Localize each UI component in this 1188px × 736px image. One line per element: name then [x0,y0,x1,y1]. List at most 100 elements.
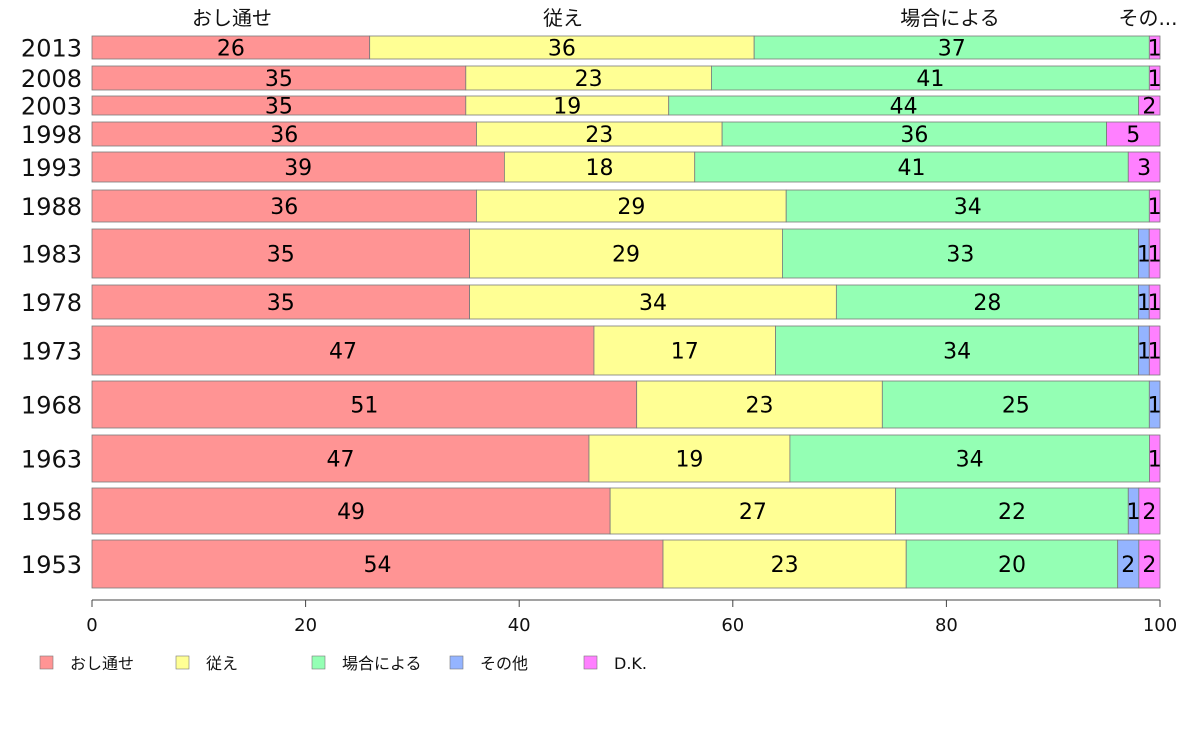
data-label-1983-4: 1 [1148,243,1162,268]
bar-segment-1988-0 [91,189,477,223]
year-label-1953: 1953 [21,551,82,579]
data-label-2008-1: 23 [575,67,603,92]
data-label-2008-4: 1 [1148,67,1162,92]
data-label-1973-0: 47 [329,340,357,365]
data-label-1968-2: 25 [1002,394,1030,419]
header-label-shitagae: 従え [543,6,583,30]
data-label-1958-4: 2 [1142,500,1156,525]
bar-segment-1963-2 [789,434,1150,483]
data-label-1993-2: 41 [898,156,926,181]
year-label-1968: 1968 [21,392,82,420]
bar-segment-1973-1 [593,325,776,376]
bar-segment-1973-4 [1148,325,1161,376]
data-label-1953-4: 2 [1142,553,1156,578]
legend-label-0: おし通せ [70,654,134,673]
data-label-1953-0: 54 [364,553,392,578]
bar-segment-2008-4 [1148,65,1161,91]
data-label-1993-1: 18 [586,156,614,181]
bars-area: 26 36 37 135 23 41 135 19 44 236 23 36 539 18 41 336 29 3… [91,35,1162,589]
year-label-1988: 1988 [21,193,82,221]
data-label-1973-3: 1 [1137,340,1151,365]
header-label-oshitose: おし通せ [192,6,272,30]
data-label-1958-2: 22 [998,500,1026,525]
bar-segment-1978-0 [91,284,470,320]
data-label-1973-4: 1 [1148,340,1162,365]
data-label-1978-1: 34 [639,291,667,316]
data-label-1963-4: 1 [1148,448,1162,473]
header-label-baai: 場合による [900,6,999,30]
bar-segment-1983-1 [469,228,783,279]
legend-label-4: D.K. [614,654,647,673]
data-label-1983-1: 29 [612,243,640,268]
data-label-1988-2: 34 [954,195,982,220]
data-label-1988-1: 29 [617,195,645,220]
bar-segment-1993-1 [503,151,696,183]
data-label-1993-4: 3 [1137,156,1151,181]
data-label-1953-2: 20 [998,553,1026,578]
data-label-2013-4: 1 [1148,37,1162,62]
header-label-sonota: その... [1118,6,1177,30]
year-label-2013: 2013 [21,35,82,63]
legend-label-3: その他 [480,654,528,673]
bar-segment-1953-1 [662,539,907,589]
data-label-1983-0: 35 [267,243,295,268]
data-label-2003-2: 44 [890,95,918,120]
data-label-1998-0: 36 [270,123,298,148]
bar-segment-1968-2 [881,380,1150,429]
data-label-1998-2: 36 [900,123,928,148]
bar-segment-1988-4 [1148,189,1161,223]
bar-segment-1993-2 [694,151,1129,183]
x-tick-label-80: 80 [935,615,958,636]
data-label-1988-4: 1 [1148,195,1162,220]
data-label-1968-0: 51 [350,394,378,419]
year-label-1978: 1978 [21,289,82,317]
data-label-2003-1: 19 [553,95,581,120]
bar-segment-2008-1 [465,65,712,91]
year-label-1973: 1973 [21,338,82,366]
bar-segment-1968-3 [1148,380,1161,429]
bar-segment-1983-4 [1148,228,1161,279]
data-label-1963-1: 19 [675,448,703,473]
data-label-1998-1: 23 [585,123,613,148]
legend-label-2: 場合による [342,654,422,673]
bar-segment-1998-4 [1106,121,1161,147]
bar-segment-2013-4 [1148,35,1161,60]
data-label-1973-1: 17 [671,340,699,365]
bar-segment-1963-4 [1149,434,1161,483]
legend-swatch-1 [175,655,190,670]
data-label-1983-2: 33 [946,243,974,268]
bar-segment-2003-4 [1138,95,1161,116]
legend-swatch-4 [583,655,598,670]
data-label-2003-4: 2 [1142,95,1156,120]
data-label-1953-3: 2 [1121,553,1135,578]
bar-segment-1963-0 [91,434,590,483]
year-label-1998: 1998 [21,121,82,149]
data-label-1973-2: 34 [943,340,971,365]
data-label-2003-0: 35 [265,95,293,120]
year-label-2003: 2003 [21,93,82,121]
x-axis: 0 20 40 60 80 100 [86,599,1177,636]
data-label-2008-0: 35 [265,67,293,92]
data-label-1958-0: 49 [337,500,365,525]
data-label-1978-0: 35 [267,291,295,316]
bar-segment-1953-2 [905,539,1119,589]
bar-segment-1978-4 [1148,284,1161,320]
x-tick-label-40: 40 [508,615,531,636]
data-label-2008-2: 41 [916,67,944,92]
bar-segment-1983-0 [91,228,470,279]
year-label-1983: 1983 [21,241,82,269]
year-label-1963: 1963 [21,446,82,474]
legend: おし通せ 従え 場合による その他 D.K. [39,654,647,673]
bar-segment-1978-2 [835,284,1139,320]
data-label-1988-0: 36 [270,195,298,220]
data-label-1968-3: 1 [1148,394,1162,419]
data-label-1993-0: 39 [284,156,312,181]
data-label-1963-2: 34 [956,448,984,473]
data-label-1958-3: 1 [1127,500,1141,525]
data-label-2013-2: 37 [938,37,966,62]
bar-segment-1983-2 [782,228,1139,279]
data-label-1963-0: 47 [327,448,355,473]
bar-segment-1973-0 [91,325,595,376]
data-label-1968-1: 23 [746,394,774,419]
